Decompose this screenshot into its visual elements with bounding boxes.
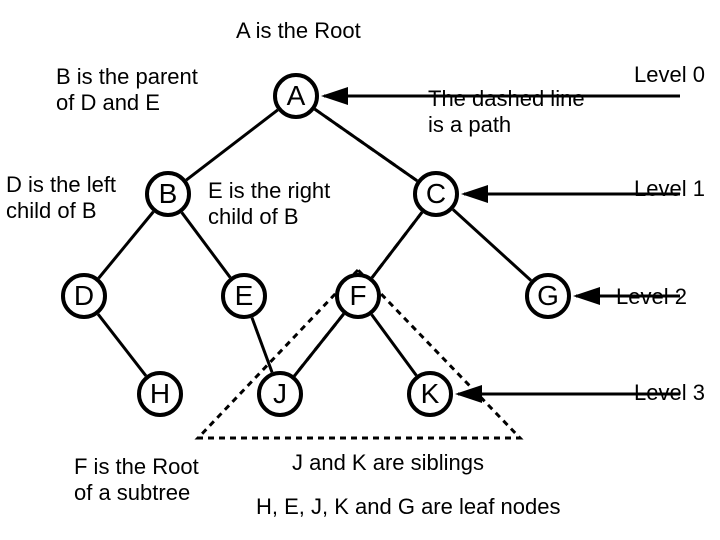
edge-D-H [98, 314, 146, 376]
node-H: H [137, 371, 183, 417]
edge-F-K [372, 315, 417, 376]
edge-E-J [252, 318, 272, 373]
label-e_right1: E is the right [208, 178, 330, 204]
node-K: K [407, 371, 453, 417]
label-b_parent2: of D and E [56, 90, 160, 116]
edge-B-D [99, 212, 154, 278]
label-siblings: J and K are siblings [292, 450, 484, 476]
node-J: J [257, 371, 303, 417]
label-e_right2: child of B [208, 204, 299, 230]
label-froot2: of a subtree [74, 480, 190, 506]
label-froot1: F is the Root [74, 454, 199, 480]
label-level2: Level 2 [616, 284, 687, 310]
node-A: A [273, 73, 319, 119]
label-title: A is the Root [236, 18, 361, 44]
node-F: F [335, 273, 381, 319]
node-B: B [145, 171, 191, 217]
label-level3: Level 3 [634, 380, 705, 406]
label-b_parent1: B is the parent [56, 64, 198, 90]
node-E: E [221, 273, 267, 319]
edge-A-B [186, 110, 277, 180]
label-dashed2: is a path [428, 112, 511, 138]
label-level1: Level 1 [634, 176, 705, 202]
label-d_left1: D is the left [6, 172, 116, 198]
label-leaves: H, E, J, K and G are leaf nodes [256, 494, 561, 520]
label-dashed1: The dashed line [428, 86, 585, 112]
node-C: C [413, 171, 459, 217]
label-level0: Level 0 [634, 62, 705, 88]
label-d_left2: child of B [6, 198, 97, 224]
node-D: D [61, 273, 107, 319]
edge-C-G [453, 209, 531, 280]
node-G: G [525, 273, 571, 319]
